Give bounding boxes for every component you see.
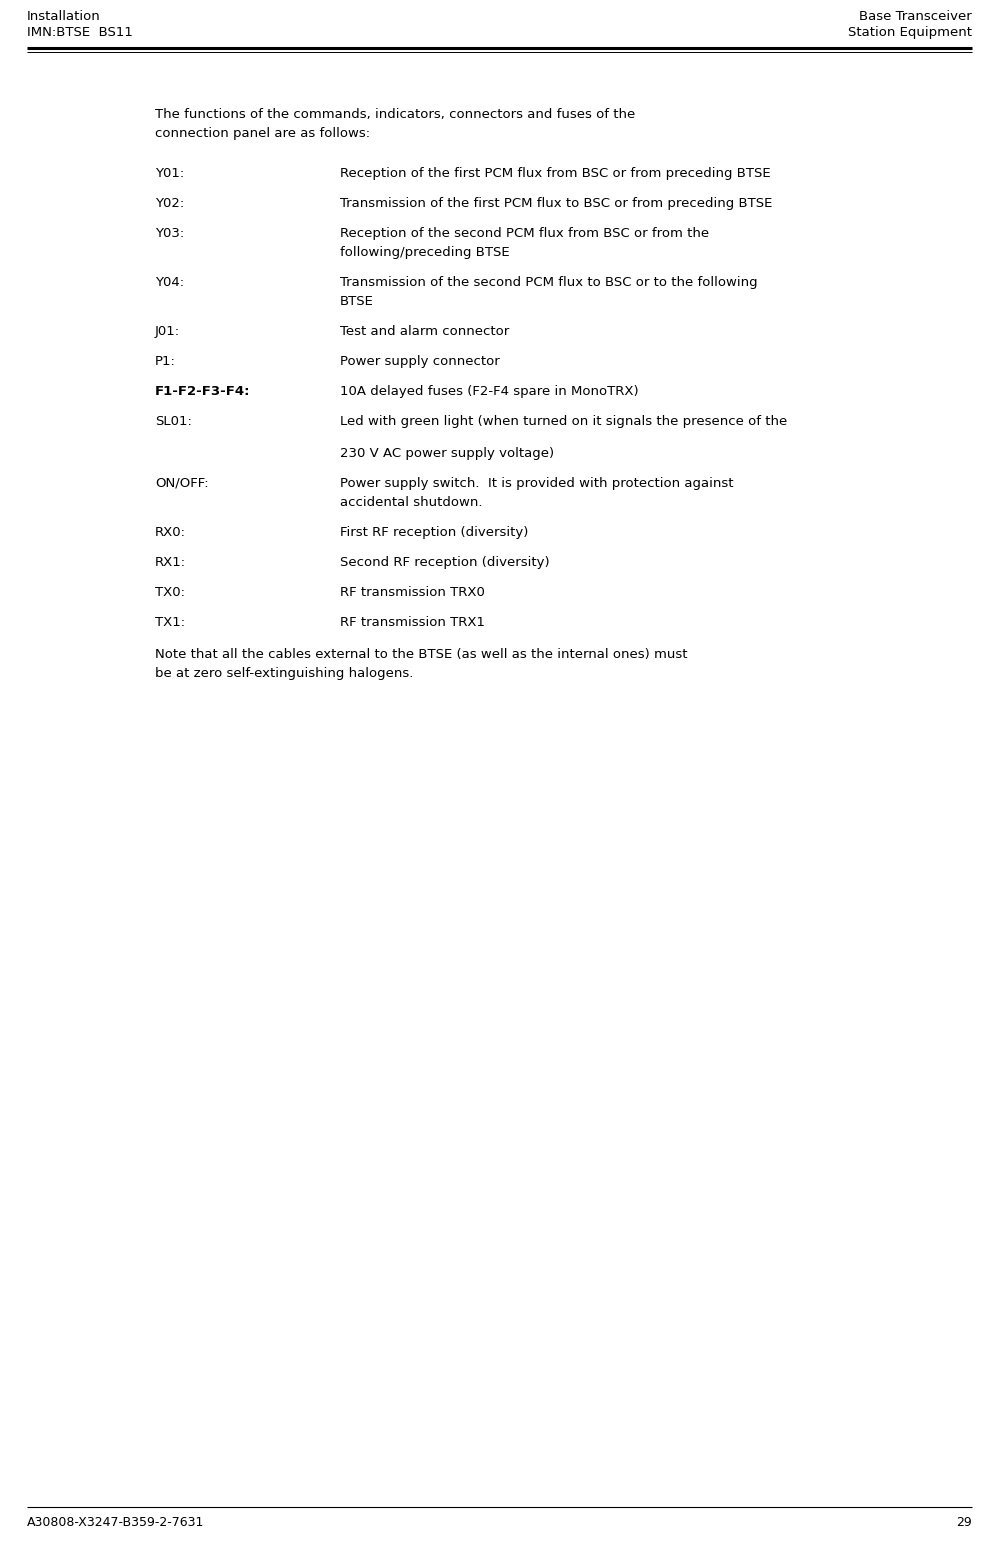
- Text: RF transmission TRX0: RF transmission TRX0: [340, 586, 485, 599]
- Text: SL01:: SL01:: [155, 415, 192, 429]
- Text: following/preceding BTSE: following/preceding BTSE: [340, 246, 509, 258]
- Text: Y01:: Y01:: [155, 167, 184, 179]
- Text: First RF reception (diversity): First RF reception (diversity): [340, 526, 528, 538]
- Text: RX1:: RX1:: [155, 555, 186, 569]
- Text: accidental shutdown.: accidental shutdown.: [340, 497, 483, 509]
- Text: Reception of the first PCM flux from BSC or from preceding BTSE: Reception of the first PCM flux from BSC…: [340, 167, 770, 179]
- Text: F1-F2-F3-F4:: F1-F2-F3-F4:: [155, 385, 251, 398]
- Text: TX0:: TX0:: [155, 586, 185, 599]
- Text: Led with green light (when turned on it signals the presence of the: Led with green light (when turned on it …: [340, 415, 787, 429]
- Text: TX1:: TX1:: [155, 616, 185, 630]
- Text: be at zero self-extinguishing halogens.: be at zero self-extinguishing halogens.: [155, 667, 414, 681]
- Text: Test and alarm connector: Test and alarm connector: [340, 325, 509, 337]
- Text: 230 V AC power supply voltage): 230 V AC power supply voltage): [340, 447, 554, 459]
- Text: Reception of the second PCM flux from BSC or from the: Reception of the second PCM flux from BS…: [340, 227, 709, 240]
- Text: Base Transceiver: Base Transceiver: [859, 9, 972, 23]
- Text: Note that all the cables external to the BTSE (as well as the internal ones) mus: Note that all the cables external to the…: [155, 648, 687, 661]
- Text: Y03:: Y03:: [155, 227, 184, 240]
- Text: Transmission of the first PCM flux to BSC or from preceding BTSE: Transmission of the first PCM flux to BS…: [340, 196, 772, 210]
- Text: BTSE: BTSE: [340, 295, 374, 308]
- Text: connection panel are as follows:: connection panel are as follows:: [155, 127, 370, 139]
- Text: Station Equipment: Station Equipment: [848, 26, 972, 39]
- Text: ON/OFF:: ON/OFF:: [155, 476, 209, 490]
- Text: RF transmission TRX1: RF transmission TRX1: [340, 616, 485, 630]
- Text: Transmission of the second PCM flux to BSC or to the following: Transmission of the second PCM flux to B…: [340, 275, 757, 289]
- Text: Second RF reception (diversity): Second RF reception (diversity): [340, 555, 549, 569]
- Text: 29: 29: [956, 1516, 972, 1528]
- Text: Y02:: Y02:: [155, 196, 184, 210]
- Text: J01:: J01:: [155, 325, 180, 337]
- Text: Installation: Installation: [27, 9, 101, 23]
- Text: Power supply switch.  It is provided with protection against: Power supply switch. It is provided with…: [340, 476, 733, 490]
- Text: IMN:BTSE  BS11: IMN:BTSE BS11: [27, 26, 133, 39]
- Text: The functions of the commands, indicators, connectors and fuses of the: The functions of the commands, indicator…: [155, 108, 635, 121]
- Text: Y04:: Y04:: [155, 275, 184, 289]
- Text: 10A delayed fuses (F2-F4 spare in MonoTRX): 10A delayed fuses (F2-F4 spare in MonoTR…: [340, 385, 638, 398]
- Text: A30808-X3247-B359-2-7631: A30808-X3247-B359-2-7631: [27, 1516, 205, 1528]
- Text: P1:: P1:: [155, 354, 176, 368]
- Text: RX0:: RX0:: [155, 526, 186, 538]
- Text: Power supply connector: Power supply connector: [340, 354, 500, 368]
